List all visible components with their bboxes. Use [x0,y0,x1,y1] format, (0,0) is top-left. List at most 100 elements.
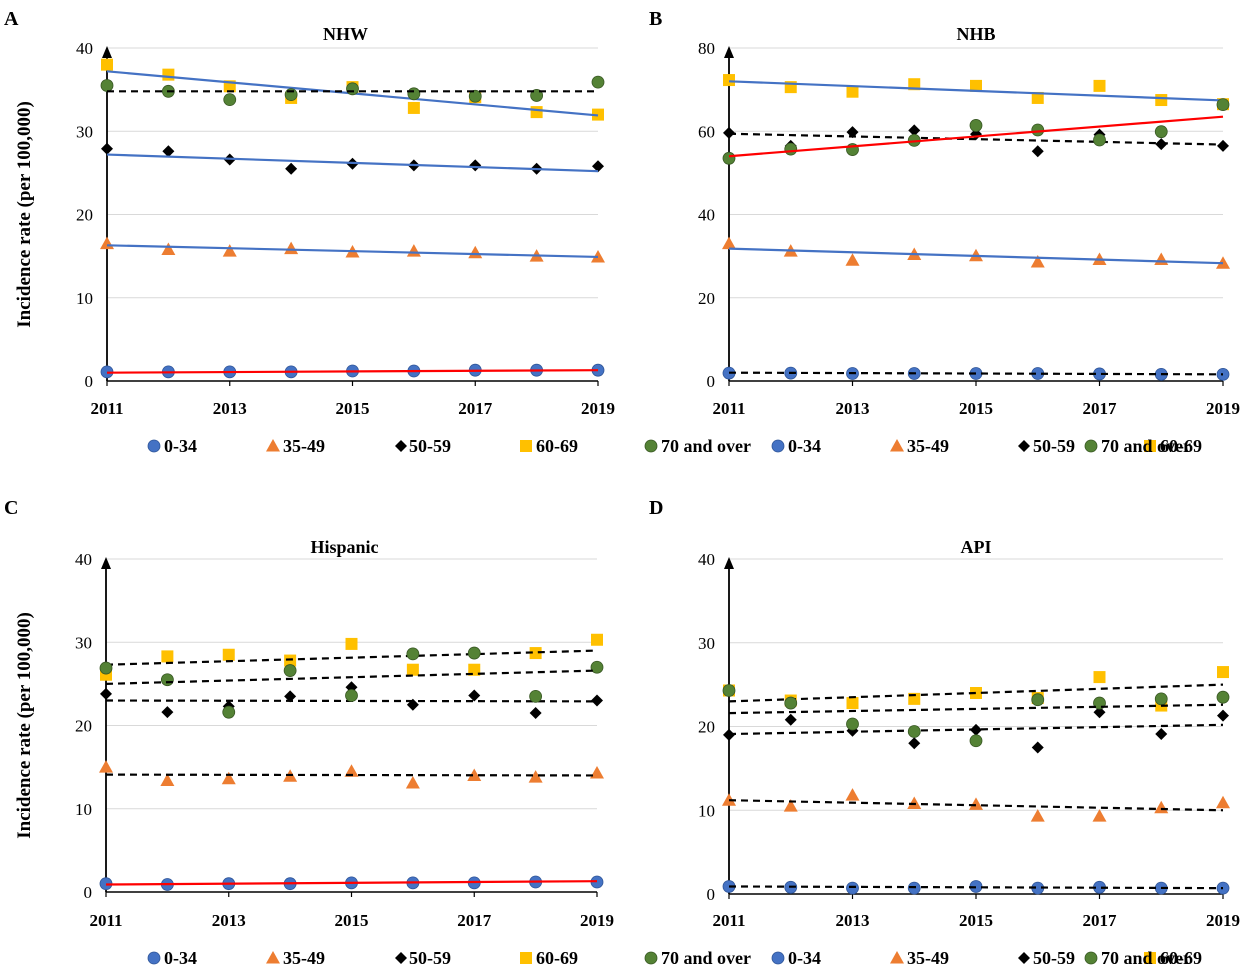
y-tick-label: 40 [698,550,715,569]
y-axis-label: Incidence rate (per 100,000) [14,612,35,839]
panel-letter: A [4,8,19,30]
panel-title: Hispanic [310,537,378,557]
data-point [222,648,235,661]
data-point [970,79,982,92]
data-point [845,788,860,801]
x-tick-label: 2013 [836,911,870,930]
y-tick-label: 40 [698,206,715,225]
data-point [467,646,481,660]
data-point [345,637,358,650]
data-point [99,661,113,675]
legend-marker [147,951,161,965]
legend-label: 0-34 [788,436,821,456]
legend-label: 60-69 [536,948,578,968]
y-tick-label: 30 [698,634,715,653]
data-point [345,689,358,702]
data-point [1217,666,1229,679]
trend-line [106,369,599,374]
legend-marker [1084,439,1098,453]
y-tick-label: 60 [698,122,715,141]
data-point [590,660,604,674]
data-point [1217,139,1229,152]
series-age_0_34 [722,880,1230,895]
data-point [222,705,236,719]
series-age_35_49 [722,236,1230,269]
data-point [406,244,421,257]
data-point [530,89,544,102]
data-point [1093,79,1106,92]
legend-label: 50-59 [1033,948,1075,968]
data-point [528,770,543,783]
panel-letter: C [4,497,18,519]
data-point [160,673,174,687]
data-point [285,162,298,175]
trend-line [728,132,1224,146]
data-point [969,119,983,132]
data-point [1155,728,1168,741]
series-age_35_49 [722,788,1230,822]
data-point [722,236,736,250]
series-age_50_59 [101,142,604,175]
panel-d: 0 10 20 30 40 2011 2013 2015 2017 2019 API D 0-34 35-… [649,497,1240,968]
trend-line [105,773,598,777]
y-axis-arrow [101,557,111,569]
trend-line [105,649,598,666]
trend-line [728,723,1224,736]
data-point [591,694,603,707]
data-point [591,633,603,646]
data-point [1154,252,1169,265]
data-point [162,145,175,158]
data-point [1031,91,1044,104]
x-tick-label: 2013 [212,911,246,930]
data-point [161,706,174,719]
data-point [1216,690,1230,704]
y-axis-arrow [724,46,734,58]
x-tick-label: 2017 [1083,911,1118,930]
data-point [846,717,859,731]
y-axis-arrow [724,557,734,569]
series-age_60_69 [723,666,1229,712]
legend-marker [890,439,904,452]
legend-marker [890,951,904,964]
panel-title: NHW [323,24,368,44]
data-point [529,707,542,720]
trend-line [728,80,1224,102]
series-age_0_34 [99,875,604,891]
data-point [346,82,359,96]
y-tick-label: 20 [698,718,715,737]
legend-marker [1144,952,1156,964]
trend-line [106,244,599,259]
data-point [284,654,297,667]
panel-title: API [961,537,992,557]
legend-marker [644,439,658,453]
x-tick-label: 2019 [1206,911,1240,930]
data-point [344,764,359,777]
x-tick-label: 2017 [458,399,493,418]
data-point [160,773,175,786]
data-point [468,689,481,702]
data-point [468,89,482,103]
legend-marker [1018,952,1030,964]
y-tick-label: 0 [85,372,94,391]
legend-label: 35-49 [283,436,325,456]
data-point [406,663,419,676]
x-tick-label: 2011 [712,399,745,418]
data-point [1154,125,1168,139]
data-point [529,689,543,703]
y-axis-arrow [102,46,112,58]
legend-marker [644,951,658,965]
panel-c: 0 10 20 30 40 2011 2013 2015 2017 2019 Hispanic C In… [4,497,751,968]
panel-b: 0 20 40 60 80 2011 2013 2015 2017 2019 NHB B 0-34 35-… [649,8,1240,456]
data-point [784,696,798,710]
y-tick-label: 20 [75,717,92,736]
data-point [407,101,420,114]
data-point [469,159,482,172]
data-point [722,151,736,165]
legend-label: 0-34 [788,948,821,968]
y-tick-label: 0 [84,883,93,902]
x-tick-label: 2011 [712,911,745,930]
data-point [970,723,982,736]
